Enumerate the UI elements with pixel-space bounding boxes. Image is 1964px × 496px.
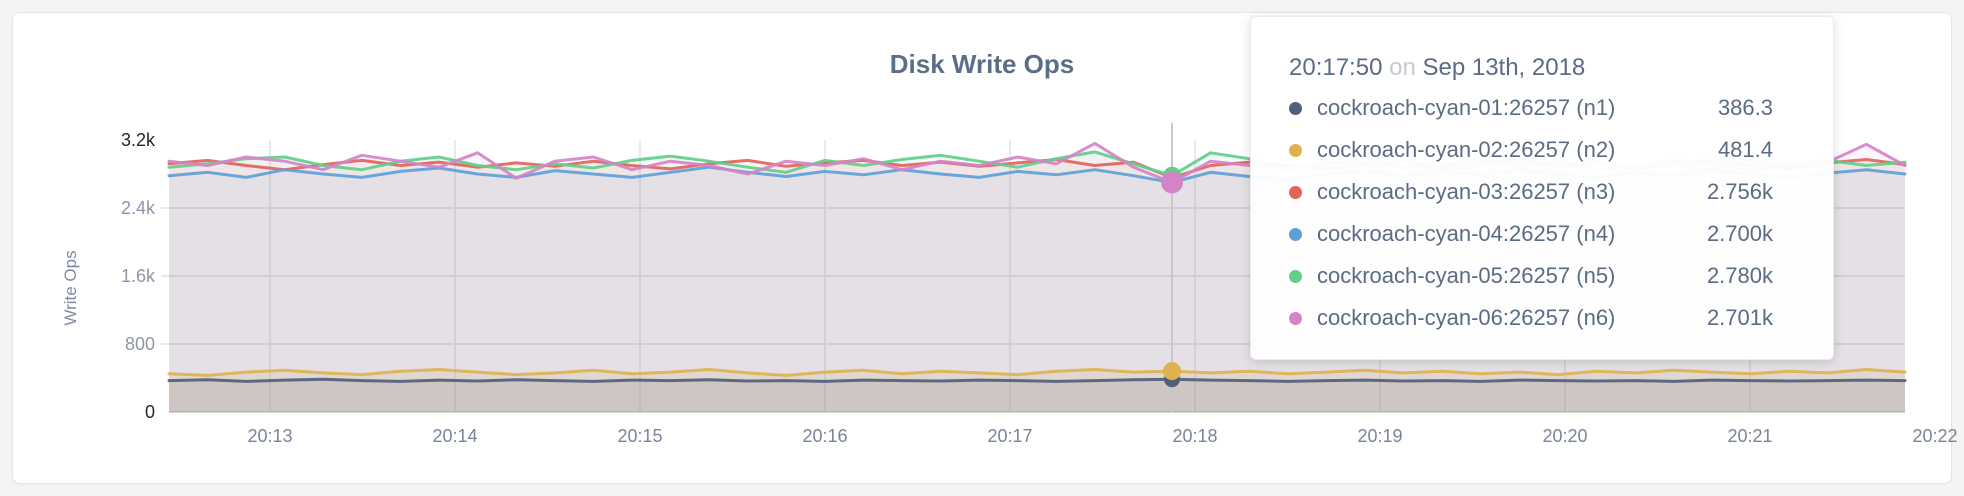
tooltip-row: cockroach-cyan-02:26257 (n2) 481.4 bbox=[1289, 129, 1773, 171]
series-dot-icon bbox=[1289, 227, 1302, 241]
tooltip-date: Sep 13th, 2018 bbox=[1422, 54, 1586, 81]
hover-dot-n6 bbox=[1161, 171, 1184, 194]
x-tick-label: 20:21 bbox=[1727, 426, 1773, 446]
series-name: cockroach-cyan-01:26257 (n1) bbox=[1317, 95, 1616, 120]
y-tick-label: 3.2k bbox=[120, 130, 155, 150]
tooltip-time: 20:17:50 bbox=[1289, 54, 1383, 81]
series-line-n1 bbox=[167, 377, 1907, 383]
series-dot-icon bbox=[1289, 311, 1302, 325]
y-tick-label: 800 bbox=[124, 334, 155, 354]
x-tick-label: 20:22 bbox=[1912, 426, 1958, 446]
tooltip-rows: cockroach-cyan-01:26257 (n1) 386.3 cockroa… bbox=[1289, 87, 1773, 339]
x-tick-label: 20:20 bbox=[1542, 426, 1588, 446]
series-value: 481.4 bbox=[1717, 137, 1773, 162]
series-name: cockroach-cyan-03:26257 (n3) bbox=[1317, 179, 1616, 204]
series-value: 2.756k bbox=[1706, 179, 1773, 204]
tooltip-row: cockroach-cyan-01:26257 (n1) 386.3 bbox=[1289, 87, 1773, 129]
y-tick-label: 2.4k bbox=[120, 198, 155, 218]
series-dot-icon bbox=[1289, 185, 1302, 199]
x-tick-label: 20:15 bbox=[617, 426, 663, 446]
y-tick-label: 1.6k bbox=[120, 266, 155, 286]
series-name: cockroach-cyan-02:26257 (n2) bbox=[1317, 137, 1616, 162]
series-value: 386.3 bbox=[1717, 95, 1773, 120]
tooltip-header: 20:17:50 on Sep 13th, 2018 bbox=[1289, 53, 1773, 83]
tooltip-row: cockroach-cyan-05:26257 (n5) 2.780k bbox=[1289, 255, 1773, 297]
series-area-n1 bbox=[169, 379, 1905, 412]
hover-dot-n2 bbox=[1163, 362, 1182, 381]
tooltip-row: cockroach-cyan-06:26257 (n6) 2.701k bbox=[1289, 297, 1773, 339]
x-tick-label: 20:18 bbox=[1172, 426, 1218, 446]
hover-tooltip: 20:17:50 on Sep 13th, 2018 cockroach-cya… bbox=[1250, 16, 1834, 360]
chart-title: Disk Write Ops bbox=[889, 49, 1075, 79]
series-dot-icon bbox=[1289, 101, 1302, 115]
x-tick-label: 20:16 bbox=[802, 426, 848, 446]
tooltip-row: cockroach-cyan-03:26257 (n3) 2.756k bbox=[1289, 171, 1773, 213]
series-name: cockroach-cyan-06:26257 (n6) bbox=[1317, 305, 1616, 330]
y-tick-label: 0 bbox=[144, 402, 155, 422]
tooltip-connector: on bbox=[1389, 54, 1416, 81]
series-dot-icon bbox=[1289, 143, 1302, 157]
x-tick-label: 20:13 bbox=[247, 426, 293, 446]
series-name: cockroach-cyan-04:26257 (n4) bbox=[1317, 221, 1616, 246]
series-dot-icon bbox=[1289, 269, 1302, 283]
series-value: 2.701k bbox=[1706, 305, 1773, 330]
series-value: 2.700k bbox=[1706, 221, 1773, 246]
x-tick-label: 20:17 bbox=[987, 426, 1033, 446]
tooltip-row: cockroach-cyan-04:26257 (n4) 2.700k bbox=[1289, 213, 1773, 255]
x-tick-label: 20:14 bbox=[432, 426, 478, 446]
series-line-n2 bbox=[167, 368, 1907, 377]
series-value: 2.780k bbox=[1706, 263, 1773, 288]
y-axis-label: Write Ops bbox=[61, 250, 80, 326]
series-name: cockroach-cyan-05:26257 (n5) bbox=[1317, 263, 1616, 288]
x-tick-label: 20:19 bbox=[1357, 426, 1403, 446]
